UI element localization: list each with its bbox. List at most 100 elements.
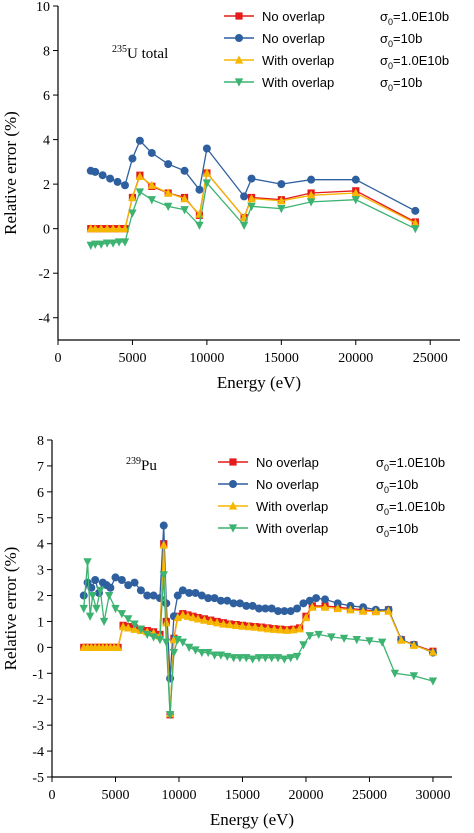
data-point xyxy=(267,604,276,613)
data-point xyxy=(280,607,289,616)
legend-label: No overlap xyxy=(262,31,325,46)
legend-label: With overlap xyxy=(262,53,334,68)
y-tick-label: 4 xyxy=(43,134,50,149)
data-point xyxy=(409,640,419,649)
y-tick-label: 6 xyxy=(37,486,44,501)
data-point xyxy=(147,196,156,205)
data-point xyxy=(128,192,137,202)
data-point xyxy=(301,612,311,622)
data-point xyxy=(371,607,381,616)
data-point xyxy=(242,601,251,610)
data-point xyxy=(411,225,420,234)
data-point xyxy=(277,196,286,205)
data-point xyxy=(108,239,118,248)
legend-marker xyxy=(228,524,238,533)
data-point xyxy=(314,630,323,640)
data-point xyxy=(79,604,88,614)
data-point xyxy=(390,669,400,678)
legend-marker xyxy=(235,12,243,20)
data-point xyxy=(261,654,270,663)
data-point xyxy=(106,583,115,592)
data-point xyxy=(120,238,130,247)
data-point xyxy=(397,635,406,644)
data-point xyxy=(91,167,100,176)
data-point xyxy=(113,177,122,186)
data-point xyxy=(206,616,215,626)
data-point xyxy=(203,648,213,658)
data-point xyxy=(286,607,295,616)
y-tick-label: 0 xyxy=(37,641,44,656)
data-point xyxy=(257,623,266,632)
y-tick-label: -2 xyxy=(32,693,44,708)
y-tick-label: 4 xyxy=(37,538,44,553)
x-tick-label: 5000 xyxy=(118,351,146,366)
data-point xyxy=(111,573,120,582)
data-point xyxy=(321,595,330,604)
data-point xyxy=(130,624,139,633)
data-point xyxy=(120,224,130,233)
data-point xyxy=(267,654,276,663)
legend-marker xyxy=(235,34,243,42)
data-point xyxy=(88,591,97,601)
data-point xyxy=(307,175,316,184)
x-tick-label: 0 xyxy=(49,788,56,803)
data-point xyxy=(106,174,115,183)
data-point xyxy=(202,144,211,153)
data-point xyxy=(178,586,187,595)
data-point xyxy=(292,652,302,662)
data-point xyxy=(240,192,249,201)
data-point xyxy=(409,672,419,681)
data-point xyxy=(212,618,222,627)
data-point xyxy=(159,521,168,530)
data-point xyxy=(202,168,212,177)
legend-label: No overlap xyxy=(262,9,325,24)
data-point xyxy=(180,206,189,215)
y-axis-title: Relative error (%) xyxy=(1,111,20,235)
data-point xyxy=(352,636,361,645)
data-point xyxy=(333,603,342,613)
y-axis-title: Relative error (%) xyxy=(1,547,20,671)
data-point xyxy=(289,625,298,634)
legend-sigma: σ0=10b xyxy=(380,75,422,93)
x-tick-label: 25000 xyxy=(413,351,448,366)
data-point xyxy=(96,240,106,249)
data-point xyxy=(85,612,95,621)
x-tick-label: 0 xyxy=(55,351,62,366)
data-point xyxy=(248,601,257,610)
data-point xyxy=(202,179,212,188)
data-point xyxy=(247,194,256,203)
data-point xyxy=(197,648,207,658)
data-point xyxy=(128,154,137,163)
y-tick-label: 8 xyxy=(37,434,44,449)
data-point xyxy=(223,596,232,605)
data-point xyxy=(216,651,226,660)
data-point xyxy=(235,599,244,608)
data-point xyxy=(169,635,179,644)
data-point xyxy=(411,218,420,227)
data-point xyxy=(163,202,173,211)
data-point xyxy=(104,591,114,601)
data-point xyxy=(195,221,204,230)
legend-marker xyxy=(229,480,237,488)
data-point xyxy=(244,622,254,631)
data-point xyxy=(136,625,146,634)
data-point xyxy=(91,224,100,233)
data-point xyxy=(276,625,285,634)
data-point xyxy=(295,624,304,633)
legend-label: No overlap xyxy=(256,455,319,470)
data-point xyxy=(204,594,213,603)
data-point xyxy=(351,175,360,184)
data-point xyxy=(210,651,219,660)
data-point xyxy=(143,591,152,600)
data-point xyxy=(117,610,127,619)
data-point xyxy=(286,654,295,663)
data-point xyxy=(183,611,193,620)
y-tick-label: 5 xyxy=(37,512,44,527)
data-point xyxy=(242,654,251,663)
data-point xyxy=(229,654,238,663)
data-point xyxy=(306,198,316,207)
legend: No overlap σ0=1.0E10b No overlap σ0=10b With… xyxy=(224,9,449,93)
data-point xyxy=(136,586,145,595)
x-tick-label: 20000 xyxy=(288,788,323,803)
data-point xyxy=(155,636,165,645)
